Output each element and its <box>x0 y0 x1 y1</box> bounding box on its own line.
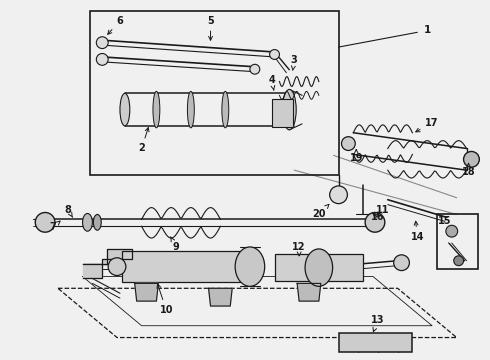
Text: 19: 19 <box>349 149 363 163</box>
Ellipse shape <box>153 91 160 128</box>
Polygon shape <box>297 283 321 301</box>
Circle shape <box>108 258 126 275</box>
Bar <box>122 251 240 282</box>
Ellipse shape <box>120 93 130 126</box>
Text: 13: 13 <box>371 315 385 332</box>
Text: 6: 6 <box>108 15 123 34</box>
Text: 9: 9 <box>171 237 179 252</box>
Text: 7: 7 <box>49 221 60 232</box>
Circle shape <box>365 212 385 232</box>
Text: 11: 11 <box>376 204 390 217</box>
Text: 8: 8 <box>64 204 73 217</box>
Bar <box>437 215 478 269</box>
Text: 20: 20 <box>312 204 329 220</box>
Circle shape <box>446 225 458 237</box>
Circle shape <box>330 186 347 204</box>
Ellipse shape <box>222 91 229 128</box>
Text: 14: 14 <box>411 221 424 242</box>
Circle shape <box>346 338 356 347</box>
Ellipse shape <box>94 215 101 230</box>
Text: 4: 4 <box>268 75 275 90</box>
Ellipse shape <box>235 247 265 286</box>
Text: 3: 3 <box>291 55 297 71</box>
Text: 5: 5 <box>207 15 214 40</box>
Circle shape <box>250 64 260 74</box>
Ellipse shape <box>282 89 296 130</box>
Circle shape <box>270 50 279 59</box>
Text: 15: 15 <box>438 216 452 226</box>
Bar <box>271 99 293 127</box>
Bar <box>274 254 363 282</box>
Circle shape <box>342 137 355 150</box>
Circle shape <box>97 54 108 65</box>
Text: 18: 18 <box>462 163 475 177</box>
Circle shape <box>97 37 108 49</box>
Bar <box>339 333 413 352</box>
Text: 2: 2 <box>138 127 149 153</box>
Polygon shape <box>135 283 158 301</box>
Circle shape <box>366 338 376 347</box>
Circle shape <box>393 255 410 271</box>
Text: 16: 16 <box>371 212 385 222</box>
Circle shape <box>35 212 55 232</box>
Text: 17: 17 <box>416 118 439 132</box>
Text: 10: 10 <box>157 284 173 315</box>
Circle shape <box>386 338 395 347</box>
Ellipse shape <box>305 249 333 286</box>
Ellipse shape <box>187 91 195 128</box>
Ellipse shape <box>82 213 93 231</box>
Bar <box>91 11 339 175</box>
Polygon shape <box>209 288 232 306</box>
Circle shape <box>454 256 464 266</box>
Polygon shape <box>82 249 132 278</box>
Text: 12: 12 <box>293 242 306 256</box>
Circle shape <box>464 152 479 167</box>
Text: 1: 1 <box>423 25 431 35</box>
